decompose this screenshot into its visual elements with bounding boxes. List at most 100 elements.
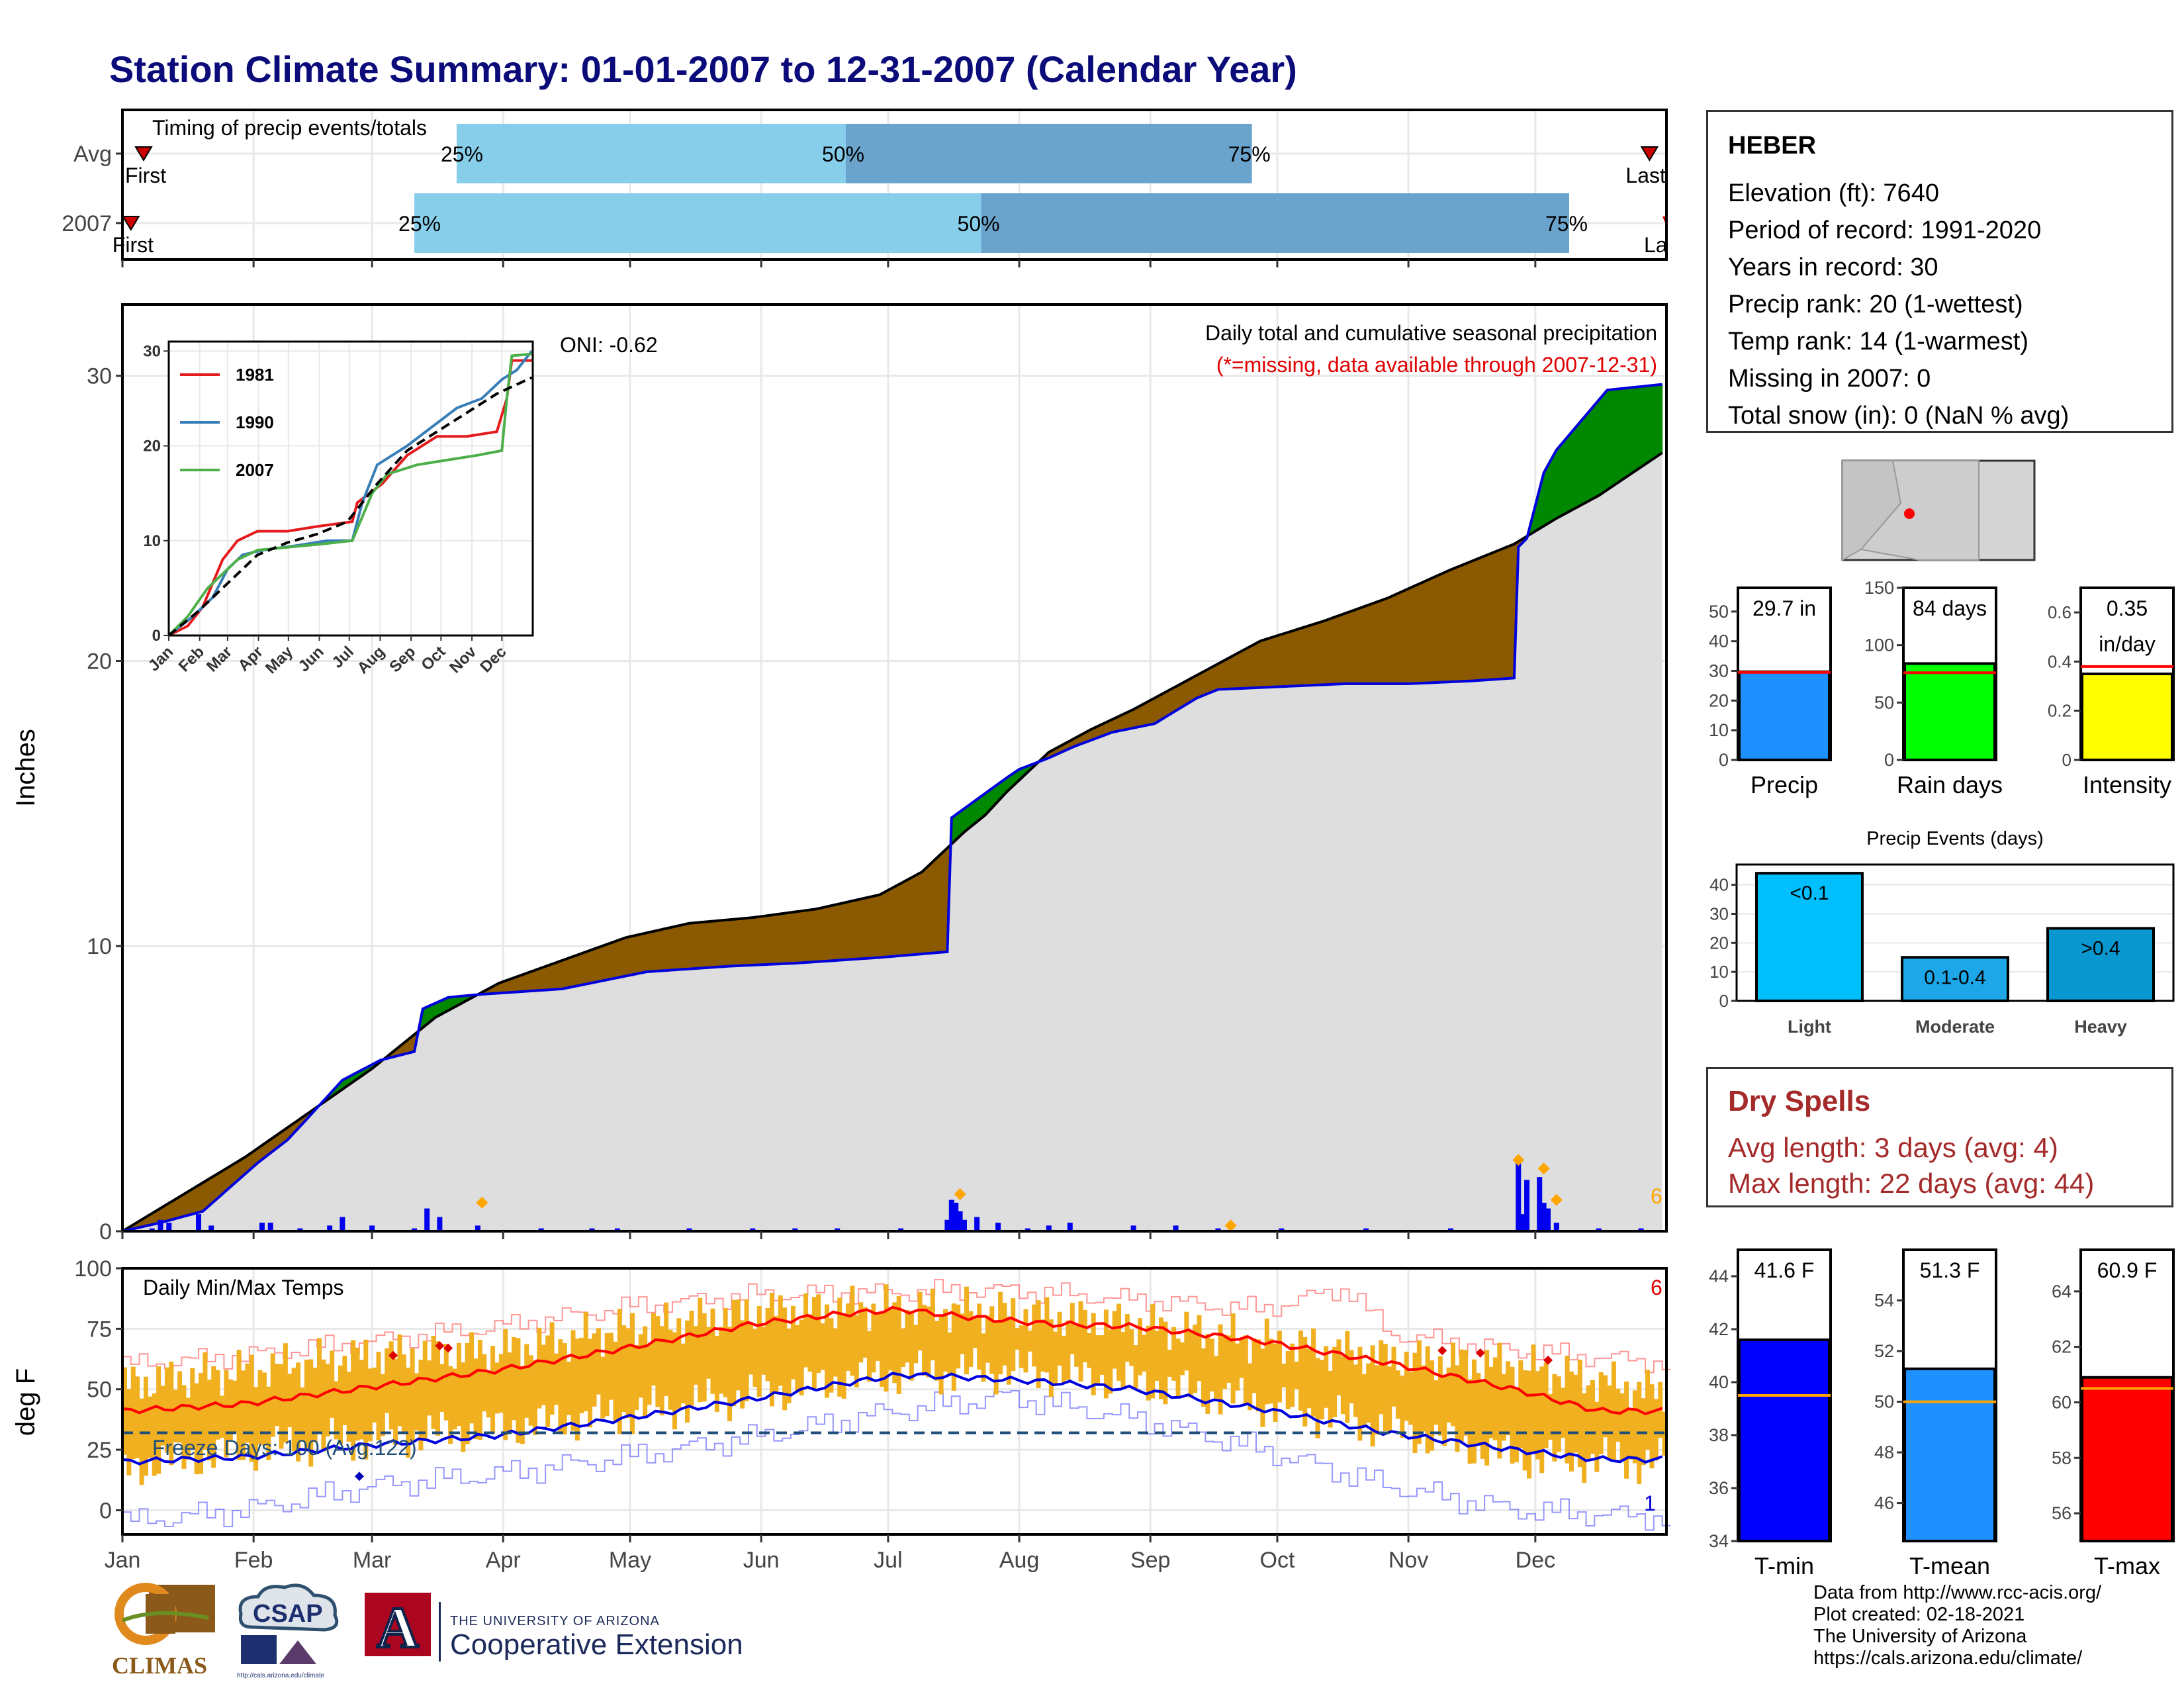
daily-temp-range-bar — [549, 1322, 555, 1415]
temp-y-axis-label: deg F — [11, 1368, 40, 1436]
daily-temp-range-bar — [964, 1286, 969, 1375]
month-tick-label: Aug — [999, 1548, 1040, 1573]
daily-temp-range-bar — [427, 1360, 432, 1416]
month-tick-label: Oct — [1260, 1548, 1295, 1573]
daily-temp-range-bar — [1480, 1380, 1485, 1459]
daily-temp-range-bar — [275, 1364, 280, 1427]
daily-temp-range-bar — [401, 1354, 406, 1433]
daily-temp-range-bar — [1582, 1393, 1587, 1483]
timing-bar-q25-q50 — [456, 124, 846, 183]
daily-precip-bar — [835, 1228, 841, 1231]
gauge-y-tick-label: 34 — [1709, 1531, 1729, 1551]
daily-precip-bar — [1545, 1208, 1551, 1231]
daily-temp-range-bar — [676, 1318, 682, 1409]
daily-temp-range-bar — [1340, 1356, 1345, 1415]
inset-series-1990 — [167, 350, 533, 637]
daily-temp-range-bar — [1374, 1365, 1379, 1435]
daily-temp-range-bar — [816, 1294, 821, 1374]
climas-logo-text: CLIMAS — [112, 1652, 207, 1679]
daily-temp-range-bar — [465, 1342, 470, 1444]
daily-temp-range-bar — [524, 1344, 529, 1418]
precip-y-tick-label: 20 — [87, 649, 112, 674]
daily-temp-range-bar — [1103, 1309, 1109, 1399]
gauge-y-tick-label: 36 — [1709, 1478, 1729, 1498]
daily-temp-range-bar — [714, 1335, 719, 1413]
daily-temp-range-bar — [570, 1330, 576, 1431]
daily-temp-range-bar — [1255, 1339, 1261, 1412]
inset-border — [167, 340, 534, 637]
daily-temp-range-bar — [1522, 1370, 1527, 1471]
daily-temp-range-bar — [139, 1398, 144, 1485]
daily-temp-range-bar — [380, 1374, 385, 1436]
temp-y-tick-label: 0 — [99, 1498, 112, 1523]
daily-temp-range-bar — [206, 1380, 212, 1461]
daily-precip-bar — [948, 1199, 954, 1231]
gauge-bar — [1903, 662, 1996, 762]
temp-corner-red: 6 — [1651, 1276, 1662, 1299]
daily-temp-range-bar — [1087, 1333, 1092, 1368]
daily-temp-range-bar — [866, 1331, 872, 1382]
daily-precip-bar — [1516, 1162, 1522, 1231]
daily-temp-range-bar — [1239, 1338, 1244, 1378]
daily-temp-range-bar — [1603, 1375, 1608, 1438]
daily-temp-range-bar — [1129, 1329, 1134, 1366]
month-tick-label: May — [609, 1548, 651, 1573]
climatology-cumulative-line — [121, 451, 1663, 1233]
daily-temp-range-bar — [841, 1313, 846, 1399]
inset-y-tick-label: 30 — [143, 342, 161, 360]
gauge-value-label: in/day — [2099, 632, 2155, 656]
daily-temp-range-bar — [698, 1297, 703, 1403]
daily-temp-range-bar — [799, 1319, 804, 1395]
daily-precip-bar — [1067, 1223, 1073, 1231]
info-line: Total snow (in): 0 (NaN % avg) — [1728, 402, 2070, 430]
daily-temp-range-bar — [643, 1326, 648, 1417]
daily-temp-range-bar — [1015, 1328, 1020, 1350]
daily-precip-bar — [898, 1228, 904, 1231]
precip-events-border — [1735, 863, 2175, 1002]
daily-temp-range-bar — [892, 1302, 897, 1383]
gauge-y-tick-label: 30 — [1709, 661, 1729, 681]
gauge-category-label: T-mean — [1909, 1552, 1990, 1579]
daily-temp-range-bar — [880, 1313, 885, 1387]
daily-temp-range-bar — [567, 1362, 572, 1415]
daily-temp-range-bar — [143, 1376, 148, 1476]
precip-y-axis-label: Inches — [11, 729, 40, 807]
daily-temp-range-bar — [1653, 1399, 1659, 1461]
daily-temp-range-bar — [1619, 1393, 1625, 1462]
daily-temp-range-bar — [512, 1336, 517, 1421]
daily-temp-range-bar — [922, 1305, 927, 1376]
daily-temp-range-bar — [236, 1350, 242, 1460]
daily-precip-bar — [953, 1202, 959, 1231]
daily-temp-range-bar — [317, 1338, 322, 1433]
daily-temp-range-bar — [702, 1313, 707, 1402]
daily-temp-range-bar — [795, 1325, 800, 1393]
daily-temp-range-bar — [752, 1329, 758, 1387]
daily-temp-range-bar — [372, 1367, 377, 1423]
daily-temp-range-bar — [659, 1326, 664, 1416]
daily-temp-range-bar — [342, 1356, 347, 1425]
record-low-line — [122, 1389, 1671, 1531]
daily-temp-range-bar — [1624, 1382, 1629, 1479]
daily-temp-range-bar — [1230, 1313, 1236, 1404]
daily-temp-range-bar — [613, 1341, 618, 1423]
precip-events-bar — [2046, 927, 2155, 1003]
daily-temp-range-bar — [1433, 1380, 1439, 1425]
record-low-marker — [354, 1472, 364, 1481]
timing-row-label: 2007 — [62, 211, 112, 236]
daily-temp-range-bar — [435, 1341, 440, 1436]
info-line: Period of record: 1991-2020 — [1728, 216, 2042, 244]
gauge-value-label: 60.9 F — [2097, 1258, 2158, 1282]
precip-y-tick-label: 10 — [87, 934, 112, 959]
precip-events-y-tick-label: 30 — [1709, 904, 1729, 924]
locator-map — [1841, 459, 2036, 561]
daily-temp-range-bar — [1370, 1345, 1375, 1447]
daily-temp-range-bar — [397, 1334, 402, 1427]
daily-temp-range-bar — [1361, 1374, 1367, 1426]
daily-temp-range-bar — [431, 1336, 436, 1429]
daily-precip-bar — [750, 1228, 756, 1231]
daily-temp-range-bar — [1510, 1366, 1515, 1464]
daily-temp-range-bar — [351, 1340, 356, 1461]
daily-temp-range-bar — [1565, 1356, 1570, 1464]
daily-temp-range-bar — [270, 1353, 275, 1437]
credits: Data from http://www.rcc-acis.org/ Plot … — [1813, 1582, 2101, 1669]
